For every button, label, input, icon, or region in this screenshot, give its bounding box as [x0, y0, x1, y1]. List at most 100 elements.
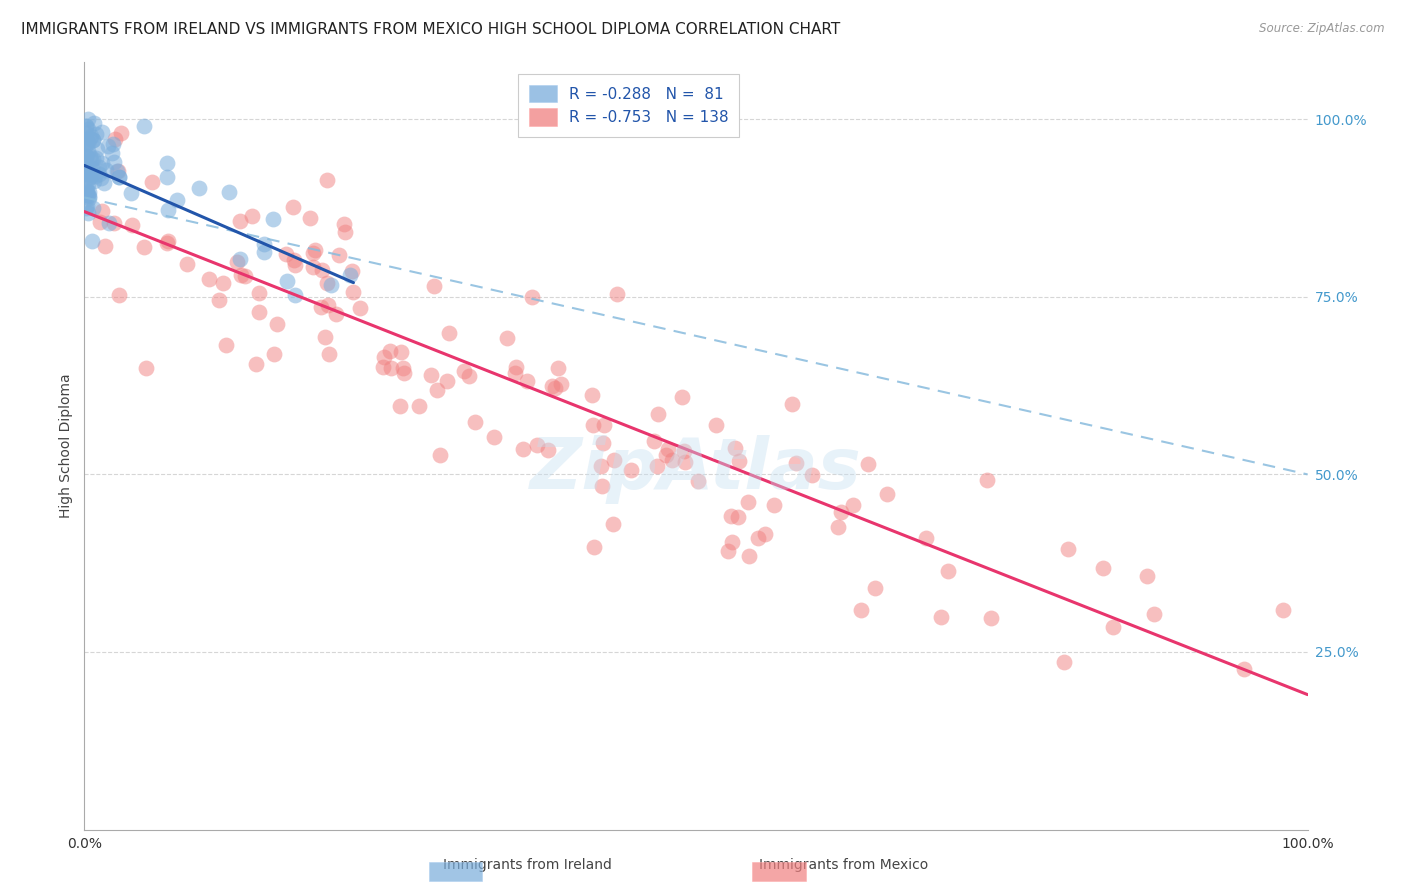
- Point: [156, 235, 179, 250]
- Point: [82, 133, 104, 147]
- Point: [302, 246, 325, 260]
- Point: [156, 169, 179, 184]
- Point: [96, 163, 118, 178]
- Point: [75, 150, 97, 164]
- Point: [645, 459, 668, 474]
- Point: [547, 361, 569, 376]
- Point: [141, 176, 163, 190]
- Point: [453, 363, 475, 377]
- Point: [176, 257, 198, 271]
- Point: [120, 186, 142, 200]
- Point: [283, 252, 305, 267]
- Point: [263, 346, 285, 360]
- Point: [77, 190, 100, 204]
- Point: [724, 441, 747, 455]
- Point: [655, 448, 678, 462]
- Point: [187, 181, 209, 195]
- Point: [550, 376, 572, 391]
- Point: [75, 163, 97, 178]
- Point: [76, 184, 98, 198]
- Point: [602, 516, 624, 531]
- Point: [91, 204, 114, 219]
- Point: [863, 581, 886, 595]
- Point: [720, 508, 742, 523]
- Point: [89, 160, 111, 174]
- Point: [976, 473, 998, 487]
- Point: [135, 360, 157, 375]
- Point: [738, 549, 761, 564]
- Point: [76, 166, 98, 180]
- Point: [727, 510, 749, 524]
- Point: [830, 505, 852, 519]
- Point: [333, 217, 356, 231]
- Point: [75, 186, 97, 200]
- Point: [333, 225, 356, 239]
- Point: [156, 234, 179, 248]
- Point: [284, 258, 307, 272]
- Point: [97, 139, 120, 153]
- Point: [316, 173, 339, 187]
- Point: [75, 158, 97, 172]
- Point: [842, 498, 865, 512]
- Point: [76, 136, 98, 150]
- Point: [245, 357, 267, 371]
- Point: [394, 366, 416, 380]
- Point: [728, 454, 751, 468]
- Point: [215, 338, 238, 352]
- Point: [436, 374, 458, 388]
- Point: [229, 252, 252, 267]
- Point: [121, 218, 143, 232]
- Point: [76, 186, 98, 201]
- Point: [75, 126, 97, 140]
- Point: [86, 142, 108, 156]
- Point: [75, 120, 97, 134]
- Point: [754, 527, 776, 541]
- Point: [134, 119, 156, 133]
- Point: [1272, 603, 1295, 617]
- Point: [77, 185, 100, 199]
- Point: [82, 153, 104, 167]
- Point: [76, 199, 98, 213]
- Point: [606, 287, 628, 301]
- Point: [77, 170, 100, 185]
- Point: [315, 276, 337, 290]
- Point: [75, 133, 97, 147]
- Y-axis label: High School Diploma: High School Diploma: [59, 374, 73, 518]
- Point: [673, 444, 696, 458]
- Point: [76, 177, 98, 191]
- Point: [319, 278, 342, 293]
- Point: [80, 161, 103, 175]
- Point: [253, 245, 276, 260]
- Point: [512, 442, 534, 457]
- Point: [225, 255, 247, 269]
- Point: [77, 206, 100, 220]
- Point: [94, 238, 117, 252]
- Text: IMMIGRANTS FROM IRELAND VS IMMIGRANTS FROM MEXICO HIGH SCHOOL DIPLOMA CORRELATIO: IMMIGRANTS FROM IRELAND VS IMMIGRANTS FR…: [21, 22, 841, 37]
- Point: [373, 350, 395, 364]
- Point: [76, 112, 98, 127]
- Legend: R = -0.288   N =  81, R = -0.753   N = 138: R = -0.288 N = 81, R = -0.753 N = 138: [519, 74, 740, 136]
- Point: [593, 417, 616, 432]
- Point: [1233, 662, 1256, 676]
- Point: [704, 418, 727, 433]
- Point: [505, 367, 527, 381]
- Point: [75, 148, 97, 162]
- Point: [686, 474, 709, 488]
- Point: [156, 156, 179, 170]
- Point: [339, 268, 361, 283]
- Point: [211, 277, 233, 291]
- Point: [262, 212, 284, 227]
- Point: [87, 167, 110, 181]
- Point: [408, 399, 430, 413]
- Point: [544, 381, 567, 395]
- Point: [229, 268, 252, 282]
- Point: [856, 457, 879, 471]
- Point: [717, 543, 740, 558]
- Point: [103, 137, 125, 152]
- Point: [252, 236, 274, 251]
- Point: [737, 495, 759, 509]
- Point: [233, 269, 256, 284]
- Point: [827, 520, 849, 534]
- Point: [247, 305, 270, 319]
- Point: [101, 145, 124, 160]
